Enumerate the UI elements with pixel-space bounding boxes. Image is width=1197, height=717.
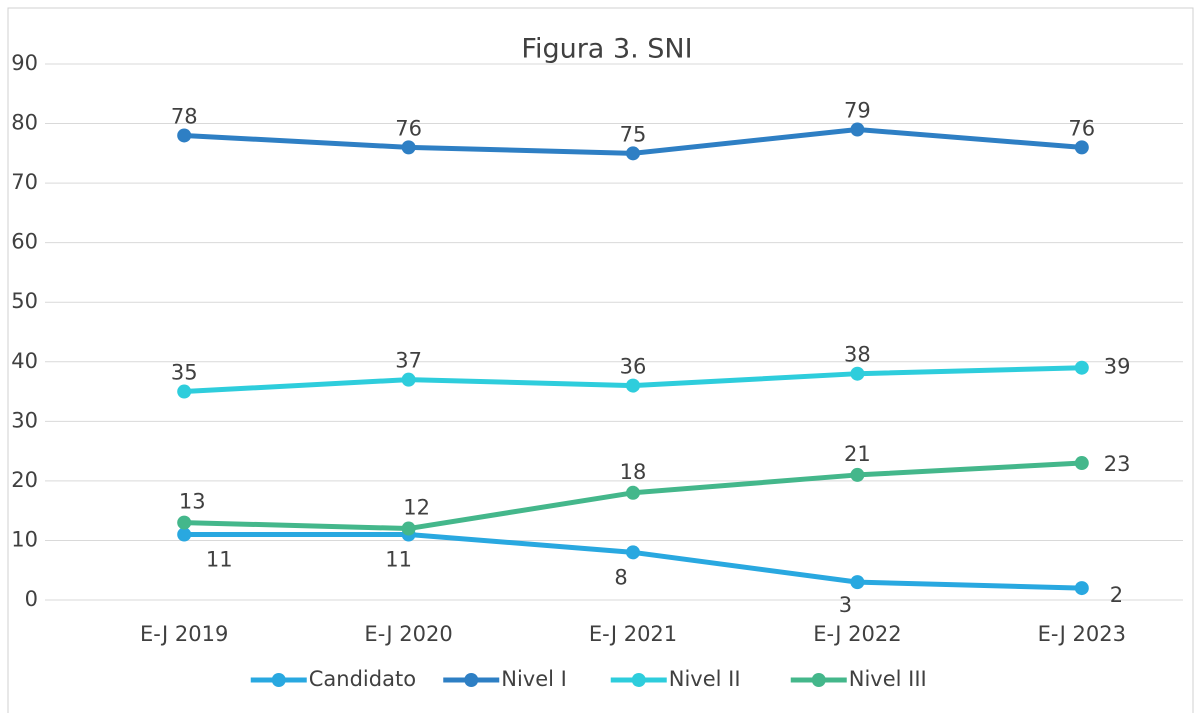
data-label: 12	[403, 496, 430, 520]
data-point	[850, 575, 865, 590]
y-tick-label: 80	[11, 111, 38, 135]
x-tick-label: E-J 2023	[1038, 622, 1126, 646]
y-tick-label: 10	[11, 527, 38, 551]
data-label: 8	[614, 565, 627, 589]
data-point	[626, 545, 640, 560]
data-point	[626, 485, 640, 500]
legend-marker	[811, 673, 826, 687]
data-label: 3	[839, 593, 852, 617]
data-label: 37	[395, 349, 422, 373]
data-point	[1074, 581, 1089, 596]
series-line	[184, 531, 1082, 591]
legend-marker	[631, 673, 646, 687]
legend-label: Candidato	[309, 667, 416, 691]
data-point	[626, 146, 640, 161]
data-label: 18	[620, 460, 647, 484]
y-tick-label: 70	[11, 170, 38, 194]
x-tick-label: E-J 2019	[140, 622, 228, 646]
chart-title: Figura 3. SNI	[521, 34, 692, 65]
x-tick-label: E-J 2022	[813, 622, 901, 646]
data-label: 78	[171, 104, 198, 128]
data-point	[177, 384, 192, 399]
data-label: 13	[179, 490, 206, 514]
data-point	[401, 372, 416, 387]
data-label: 79	[844, 99, 871, 123]
data-point	[401, 521, 416, 536]
data-label: 39	[1104, 355, 1131, 379]
y-tick-label: 0	[25, 587, 38, 611]
x-tick-label: E-J 2021	[589, 622, 677, 646]
data-label: 11	[385, 547, 412, 571]
legend-marker	[271, 673, 286, 687]
data-point	[850, 467, 865, 482]
data-label: 76	[395, 116, 422, 140]
data-point	[1074, 456, 1089, 471]
data-point	[177, 515, 192, 530]
data-point	[177, 527, 192, 542]
y-tick-label: 40	[11, 349, 38, 373]
y-tick-label: 50	[11, 289, 38, 313]
legend-label: Nivel II	[669, 667, 741, 691]
y-tick-label: 30	[11, 408, 38, 432]
legend-marker	[464, 673, 479, 687]
data-point	[401, 140, 416, 155]
y-tick-label: 20	[11, 468, 38, 492]
data-point	[1074, 360, 1089, 375]
data-label: 11	[206, 547, 233, 571]
data-point	[850, 366, 865, 381]
data-point	[177, 128, 192, 143]
data-label: 35	[171, 361, 198, 385]
data-label: 76	[1068, 116, 1095, 140]
data-label: 23	[1104, 452, 1131, 476]
y-tick-label: 60	[11, 230, 38, 254]
data-label: 21	[844, 442, 871, 466]
data-label: 36	[620, 355, 647, 379]
legend-label: Nivel I	[501, 667, 567, 691]
data-label: 38	[844, 343, 871, 367]
data-label: 2	[1110, 583, 1123, 607]
x-tick-label: E-J 2020	[364, 622, 452, 646]
y-tick-label: 90	[11, 51, 38, 75]
data-point	[1074, 140, 1089, 155]
chart-border	[7, 7, 1194, 717]
data-point	[850, 122, 865, 137]
legend-label: Nivel III	[849, 667, 927, 691]
data-point	[626, 378, 640, 393]
data-label: 75	[620, 122, 647, 146]
